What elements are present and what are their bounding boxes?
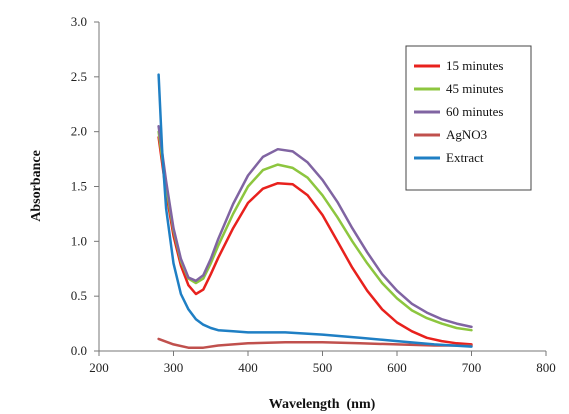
series-line-0 [157,135,473,346]
y-tick-label: 3.0 [71,14,87,29]
series-line-4 [157,73,473,348]
x-axis-ticks: 200 300 400 500 600 700 800 [89,351,556,375]
y-tick-label: 2.5 [71,69,87,84]
y-tick-label: 0.0 [71,343,87,358]
x-tick-label: 400 [238,360,258,375]
x-tick-label: 800 [536,360,556,375]
y-tick-label: 0.5 [71,288,87,303]
legend-label-0: 15 minutes [446,58,503,73]
x-tick-label: 700 [462,360,482,375]
x-tick-label: 600 [387,360,407,375]
series-line-3 [157,337,473,349]
x-tick-label: 200 [89,360,109,375]
y-axis-title: Absorbance [29,150,44,222]
x-axis-title: Wavelength (nm) [269,397,376,412]
legend: 15 minutes 45 minutes 60 minutes AgNO3 Extra… [405,45,532,191]
legend-label-1: 45 minutes [446,81,503,96]
legend-label-4: Extract [446,150,484,165]
y-tick-label: 1.0 [71,233,87,248]
x-tick-label: 300 [164,360,184,375]
x-tick-label: 500 [313,360,333,375]
y-axis-ticks: 0.0 0.5 1.0 1.5 2.0 2.5 3.0 [71,14,99,358]
legend-label-3: AgNO3 [446,127,487,142]
legend-items: 15 minutes 45 minutes 60 minutes AgNO3 Extra… [414,58,503,165]
series-line-2 [157,124,473,329]
series-lines [157,73,473,349]
legend-label-2: 60 minutes [446,104,503,119]
legend-box [405,45,532,191]
y-tick-label: 2.0 [71,124,87,139]
y-tick-label: 1.5 [71,179,87,194]
